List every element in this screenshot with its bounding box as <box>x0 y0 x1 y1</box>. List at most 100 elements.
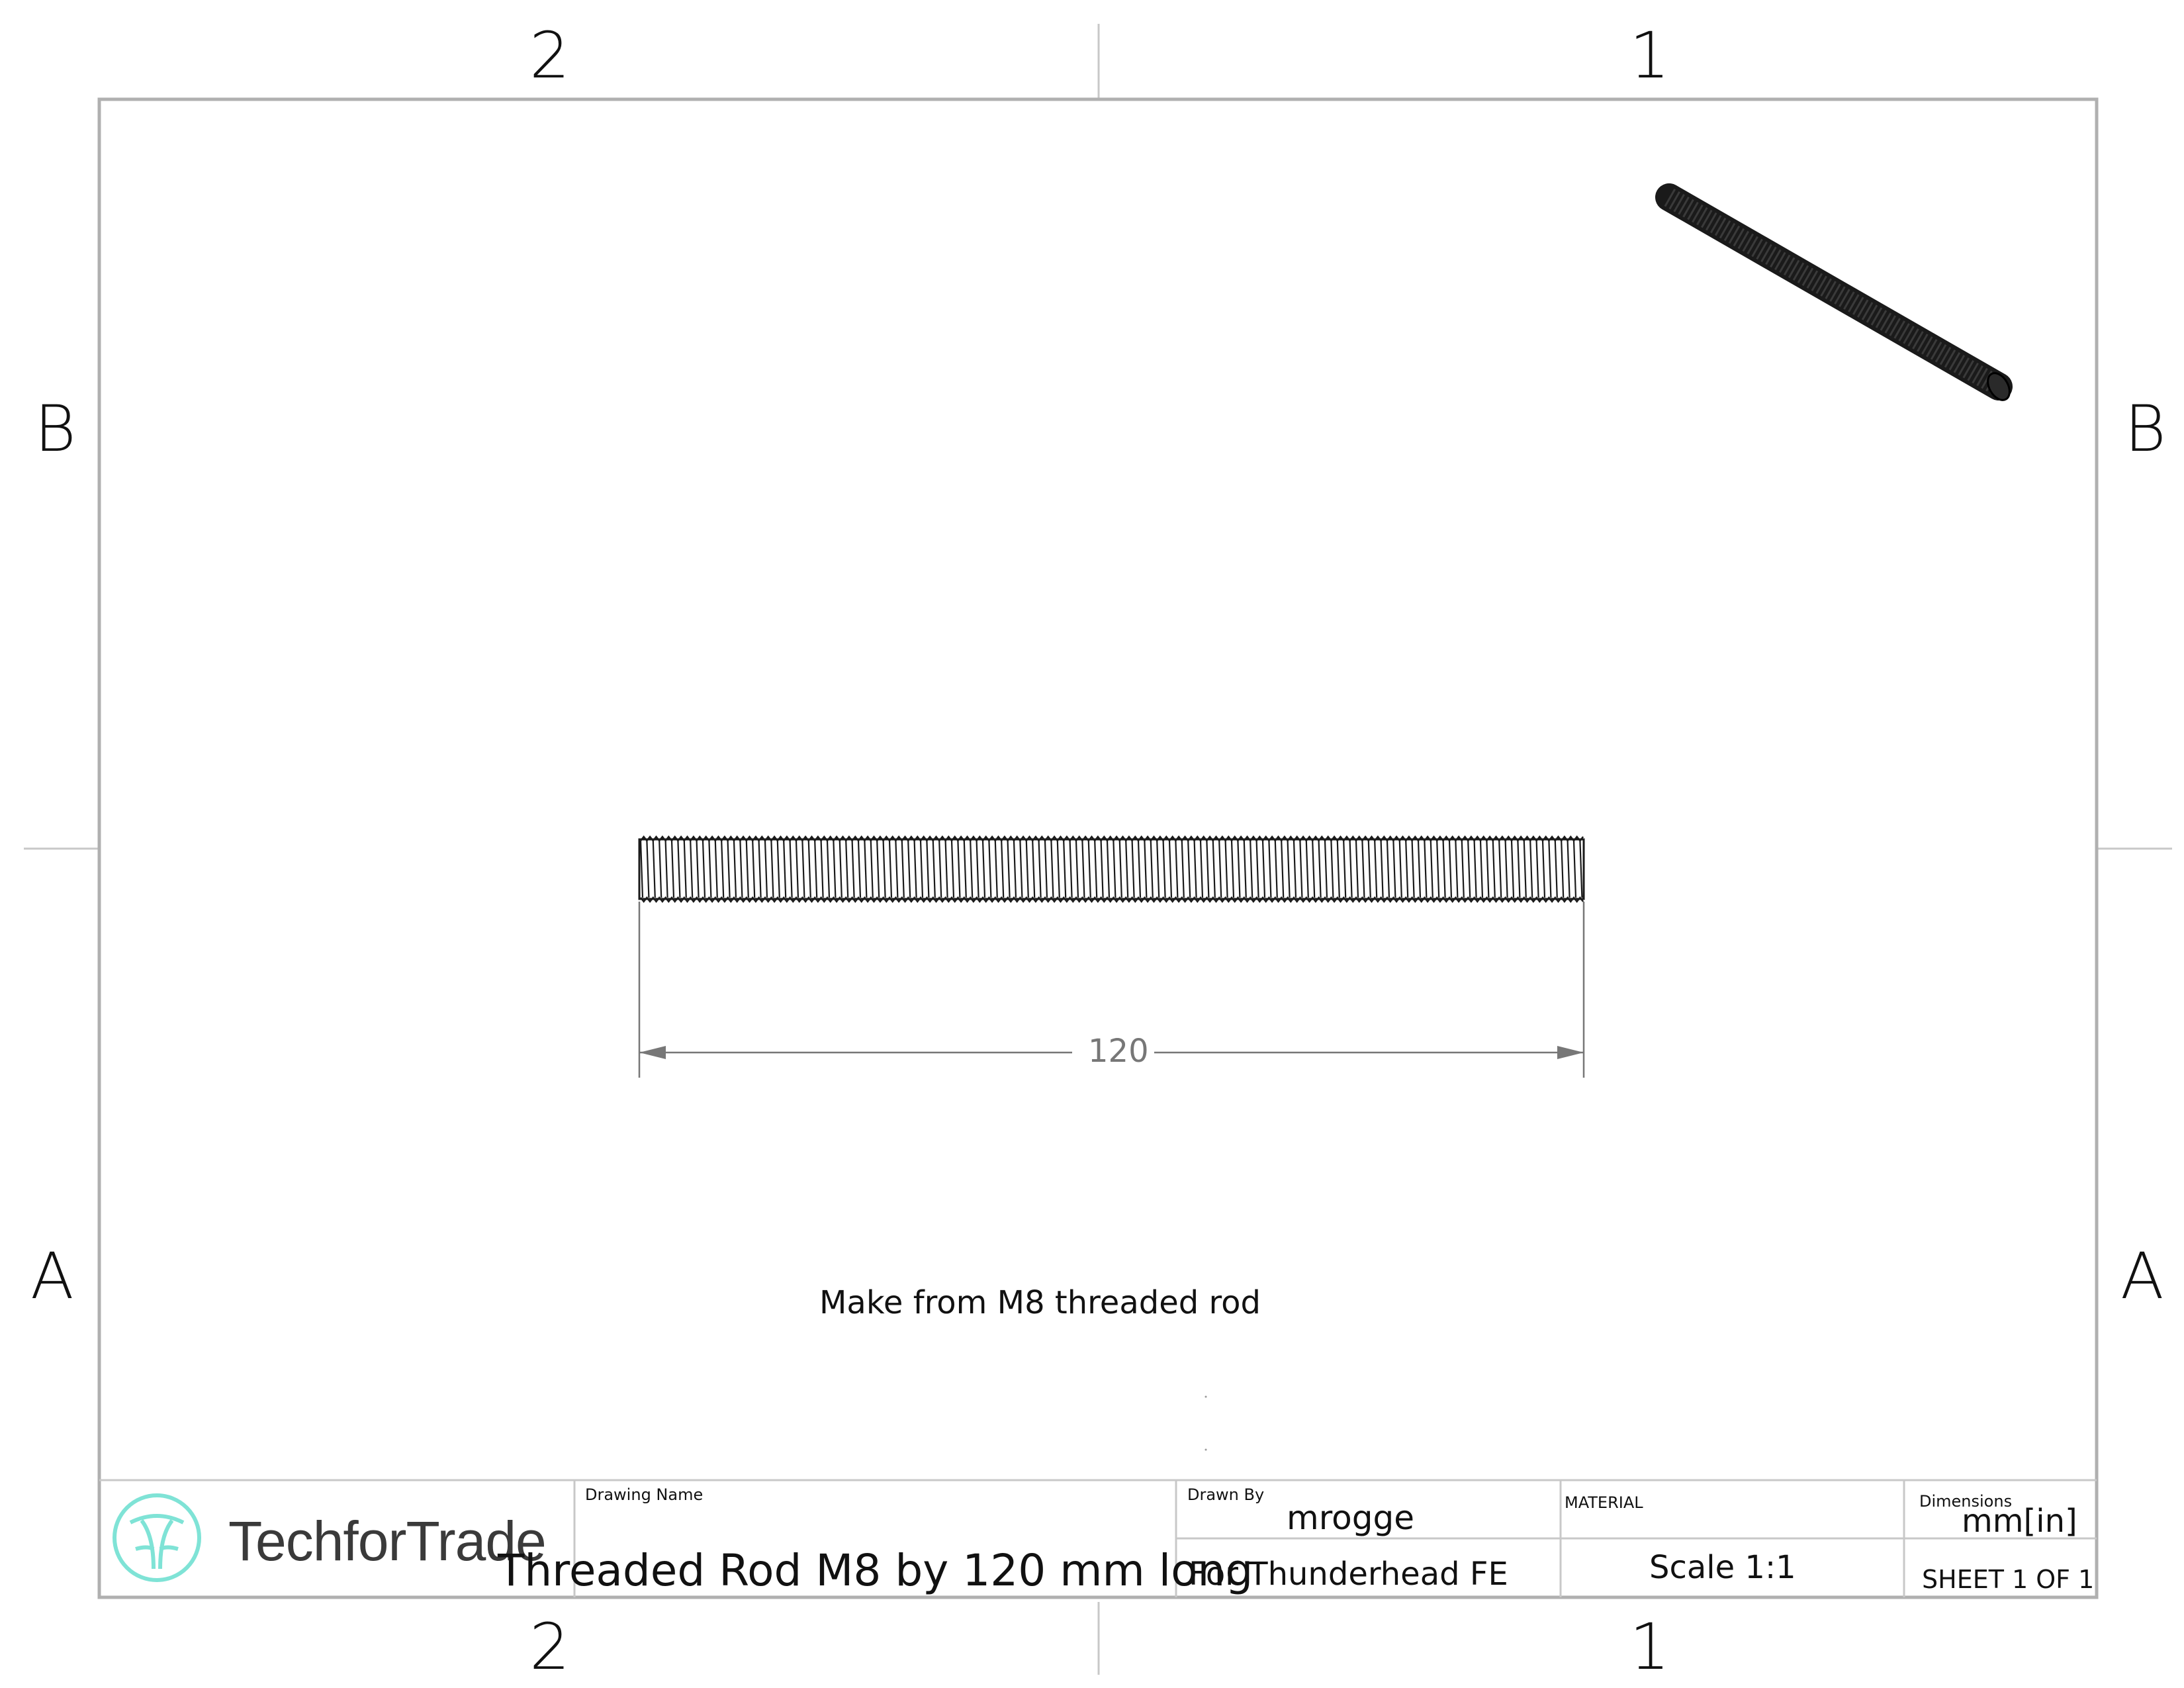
project-name: For Thunderhead FE <box>1189 1556 1508 1593</box>
thread-line <box>1492 840 1496 898</box>
thread-line <box>1224 840 1228 898</box>
thread-line <box>1523 840 1527 898</box>
drawing-border <box>97 97 2099 1599</box>
thread-line <box>1106 840 1111 898</box>
sheet-number: SHEET 1 OF 1 <box>1922 1565 2095 1594</box>
thread-line <box>1287 840 1291 898</box>
thread-line <box>1044 840 1048 898</box>
thread-line <box>1430 840 1433 898</box>
thread-line <box>970 840 974 898</box>
speck <box>1205 1448 1207 1451</box>
thread-line <box>1448 840 1453 898</box>
thread-line <box>1355 840 1359 898</box>
thread-line <box>1162 840 1166 898</box>
thread-line <box>639 840 644 898</box>
thread-line <box>1199 840 1204 898</box>
thread-line <box>1274 840 1278 898</box>
thread-line <box>1069 840 1073 898</box>
thread-edge-bottom <box>640 896 1584 904</box>
thread-line <box>882 840 886 898</box>
thread-line <box>1510 840 1515 898</box>
drawing-name-label: Drawing Name <box>585 1485 704 1504</box>
thread-line <box>1063 840 1067 898</box>
thread-line <box>895 840 899 898</box>
thread-line <box>957 840 961 898</box>
thread-line <box>944 840 948 898</box>
speck <box>1205 1395 1207 1398</box>
thread-line <box>702 840 706 898</box>
thread-line <box>919 840 924 898</box>
thread-line <box>714 840 718 898</box>
thread-line <box>1113 840 1116 898</box>
thread-line <box>1579 840 1583 898</box>
thread-line <box>776 840 780 898</box>
thread-line <box>1193 840 1197 898</box>
thread-line <box>1299 840 1303 898</box>
thread-line <box>1050 840 1054 898</box>
thread-line <box>1100 840 1104 898</box>
thread-line <box>677 840 681 898</box>
thread-line <box>783 840 787 898</box>
thread-line <box>1038 840 1042 898</box>
thread-line <box>1075 840 1079 898</box>
thread-line <box>801 840 805 898</box>
thread-line <box>1305 840 1309 898</box>
thread-line <box>1392 840 1396 898</box>
thread-line <box>1367 840 1371 898</box>
thread-line <box>764 840 768 898</box>
thread-line <box>1541 840 1546 898</box>
thread-line <box>745 840 749 898</box>
thread-line <box>721 840 725 898</box>
techfortrade-logo-icon <box>113 1493 201 1582</box>
zone-row-b-left: B <box>34 392 76 466</box>
thread-line <box>907 840 911 898</box>
thread-line <box>870 840 874 898</box>
thread-line <box>1336 840 1340 898</box>
thread-line <box>981 840 986 898</box>
threaded-rod-isometric-view <box>1655 183 2013 401</box>
thread-edge-top <box>640 835 1584 843</box>
thread-line <box>1486 840 1490 898</box>
thread-line <box>1479 840 1484 898</box>
thread-line <box>1398 840 1402 898</box>
thread-line <box>1250 840 1253 898</box>
dimensions-label: Dimensions <box>1919 1492 2013 1511</box>
thread-line <box>1094 840 1098 898</box>
thread-line <box>1013 840 1017 898</box>
dimension-arrow-right <box>1557 1046 1584 1059</box>
material-label: MATERIAL <box>1565 1493 1643 1512</box>
thread-line <box>1535 840 1539 898</box>
thread-line <box>758 840 762 898</box>
thread-line <box>1032 840 1036 898</box>
thread-line <box>814 840 818 898</box>
thread-line <box>708 840 712 898</box>
thread-line <box>1554 840 1558 898</box>
thread-line <box>864 840 868 898</box>
thread-line <box>1281 840 1285 898</box>
thread-line <box>1293 840 1297 898</box>
thread-line <box>1374 840 1378 898</box>
thread-line <box>913 840 917 898</box>
thread-line <box>1442 840 1446 898</box>
thread-line <box>659 840 662 898</box>
zone-row-b-right: B <box>2124 392 2166 466</box>
thread-line <box>690 840 694 898</box>
thread-line <box>1212 840 1216 898</box>
thread-line <box>1007 840 1011 898</box>
thread-line <box>1025 840 1029 898</box>
thread-line <box>1175 840 1179 898</box>
thread-line <box>1386 840 1390 898</box>
dimension-arrow-left <box>639 1046 666 1059</box>
drawing-note: Make from M8 threaded rod <box>819 1284 1261 1321</box>
thread-line <box>1411 840 1415 898</box>
thread-line <box>770 840 774 898</box>
thread-line <box>1330 840 1334 898</box>
thread-line <box>1125 840 1129 898</box>
thread-line <box>1473 840 1477 898</box>
thread-line <box>1529 840 1533 898</box>
thread-line <box>1349 840 1353 898</box>
thread-line <box>1156 840 1160 898</box>
thread-line <box>1436 840 1440 898</box>
dimension-value: 120 <box>1083 1033 1154 1070</box>
thread-line <box>1243 840 1247 898</box>
